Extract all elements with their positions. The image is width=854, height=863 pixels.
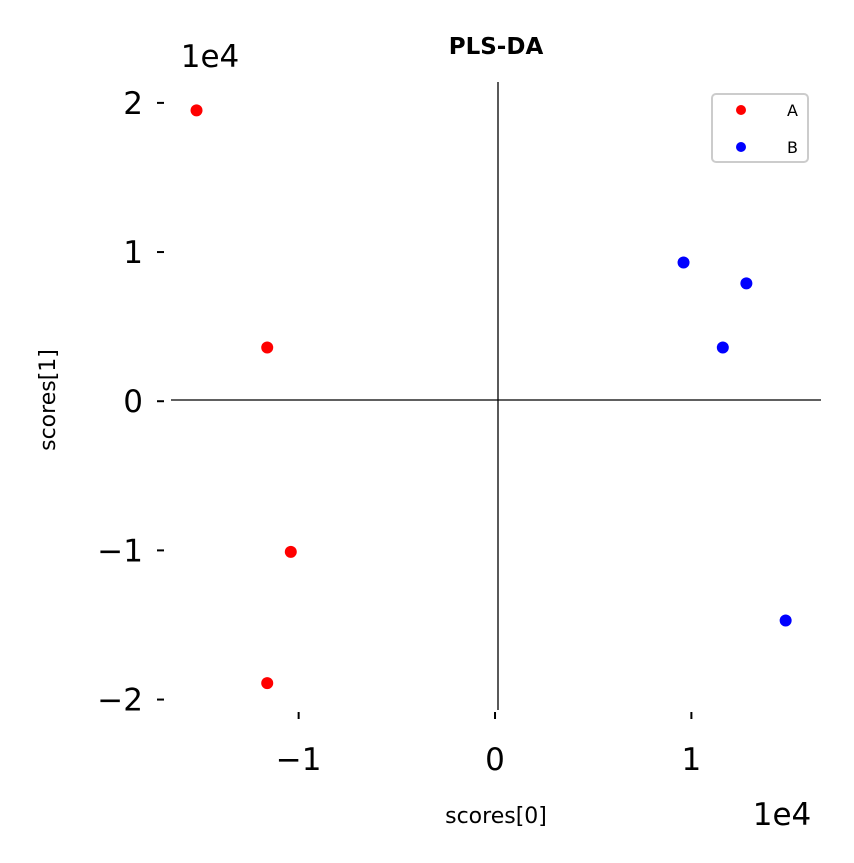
legend-box [711, 93, 809, 163]
y-axis-label: scores[1] [36, 349, 61, 451]
legend-marker-a [736, 105, 746, 115]
y-tick-label: −2 [97, 683, 143, 719]
x-axis-label: scores[0] [445, 804, 547, 829]
data-point-a [190, 104, 203, 117]
data-point-a [284, 545, 297, 558]
y-tick-label: 1 [123, 235, 143, 271]
x-offset-label: 1e4 [753, 797, 812, 833]
data-point-a [261, 677, 274, 690]
data-point-a [261, 341, 274, 354]
data-point-b [677, 256, 690, 269]
data-point-b [716, 341, 729, 354]
y-tick-label: 0 [123, 384, 143, 420]
data-point-b [740, 277, 753, 290]
y-tick-label: −1 [97, 533, 143, 569]
data-point-b [779, 614, 792, 627]
legend: A B [711, 93, 809, 163]
x-tick-label: 1 [682, 742, 702, 778]
x-tick-label: −1 [276, 742, 322, 778]
y-tick-label: 2 [123, 86, 143, 122]
legend-label-b: B [787, 138, 798, 157]
legend-label-a: A [787, 101, 798, 120]
chart-title: PLS-DA [449, 34, 544, 60]
y-offset-label: 1e4 [181, 39, 240, 75]
x-tick-label: 0 [485, 742, 505, 778]
legend-marker-b [736, 142, 746, 152]
